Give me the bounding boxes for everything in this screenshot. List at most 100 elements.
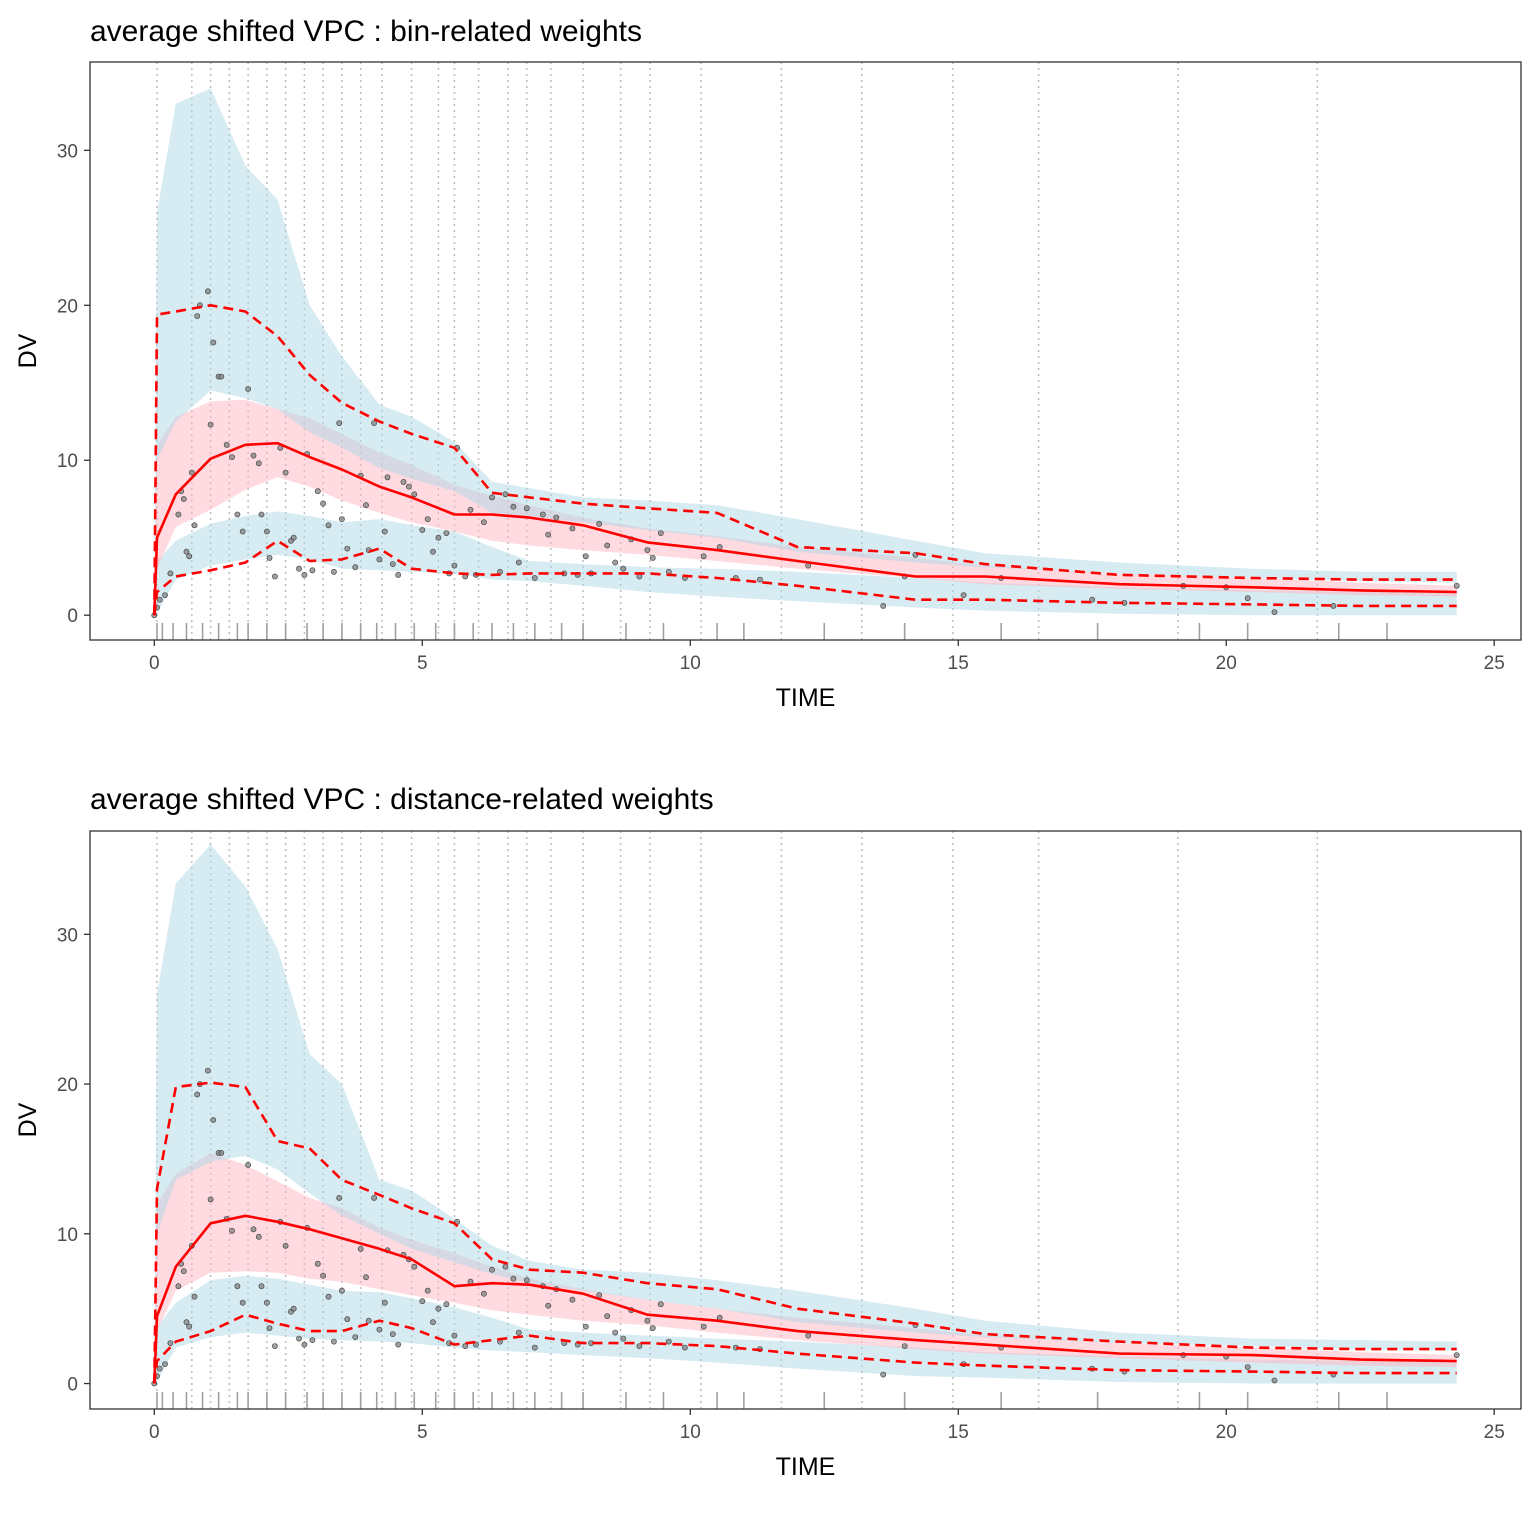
chart-title: average shifted VPC : distance-related w… xyxy=(90,783,714,816)
observed-point xyxy=(344,545,351,552)
observed-point xyxy=(191,1293,198,1300)
panel-distance-related-weights: 0 5 10 15 20 25 0 10 20 30 average shifted VPC : d… xyxy=(14,783,1522,1481)
observed-point xyxy=(338,1287,345,1294)
observed-point xyxy=(1271,1377,1278,1384)
observed-point xyxy=(604,542,611,549)
observed-point xyxy=(258,511,265,518)
observed-point xyxy=(363,1274,369,1281)
observed-point xyxy=(229,1227,235,1234)
observed-point xyxy=(515,559,522,566)
x-tick-label: 20 xyxy=(1216,653,1237,674)
observed-point xyxy=(180,496,187,502)
observed-point xyxy=(700,1323,707,1330)
observed-point xyxy=(336,420,343,426)
observed-point xyxy=(620,1335,627,1342)
pi-p95-band-area xyxy=(154,88,1457,616)
observed-point xyxy=(424,1287,431,1294)
observed-point xyxy=(405,483,412,490)
observed-point xyxy=(162,1361,168,1367)
pi-p05-band-area xyxy=(154,511,1457,616)
observed-point xyxy=(480,519,487,526)
observed-point xyxy=(282,469,289,476)
observed-point xyxy=(210,339,217,346)
observed-point xyxy=(1453,582,1460,589)
observed-point xyxy=(553,514,560,521)
observed-median-line xyxy=(153,1214,1457,1384)
observed-point xyxy=(384,474,391,481)
observed-point xyxy=(389,561,396,567)
observed-point xyxy=(156,596,163,603)
observed-point xyxy=(582,553,589,560)
observed-point xyxy=(489,1266,495,1273)
observed-point xyxy=(183,548,190,555)
x-tick-label: 5 xyxy=(417,653,428,674)
observed-point xyxy=(510,1275,517,1282)
observed-point xyxy=(162,592,168,598)
y-axis-title: DV xyxy=(14,1102,42,1137)
observed-p95-line xyxy=(153,1081,1457,1384)
observed-point xyxy=(657,1301,664,1308)
observed-point xyxy=(682,1344,688,1351)
observed-point xyxy=(180,1268,187,1275)
observed-point xyxy=(156,1365,163,1372)
observed-point xyxy=(314,1260,321,1267)
x-tick-label: 0 xyxy=(149,653,160,674)
observed-point xyxy=(363,502,369,509)
observed-p05-line xyxy=(153,539,1457,616)
observed-point xyxy=(290,1305,297,1312)
plot-border xyxy=(89,830,1522,1410)
observed-point xyxy=(320,1272,326,1279)
observed-point xyxy=(540,511,546,518)
observed-point xyxy=(325,1293,332,1300)
observed-point xyxy=(301,572,308,578)
observed-point xyxy=(462,1343,469,1349)
observed-point xyxy=(612,1329,619,1336)
observed-point xyxy=(443,530,450,536)
y-axis-title: DV xyxy=(14,333,42,368)
observed-point xyxy=(880,1371,887,1378)
observed-point xyxy=(167,570,174,577)
observed-point xyxy=(330,1338,337,1345)
observed-point xyxy=(365,1317,372,1324)
observed-point xyxy=(266,555,273,561)
observed-point xyxy=(239,1299,246,1306)
observed-point xyxy=(596,520,603,527)
observed-point xyxy=(250,1226,257,1233)
observed-point xyxy=(657,530,664,536)
observed-point xyxy=(183,1319,190,1326)
observed-point xyxy=(188,469,195,476)
observed-point xyxy=(223,441,230,448)
observed-point xyxy=(376,1326,383,1333)
observed-p95-line xyxy=(153,304,1457,616)
observed-point xyxy=(175,511,182,518)
observed-point xyxy=(582,1323,589,1330)
observed-point xyxy=(204,288,211,295)
observed-point xyxy=(330,568,337,575)
pi-p05-band-area xyxy=(154,1275,1457,1384)
observed-point xyxy=(263,1299,270,1306)
x-tick-label: 20 xyxy=(1216,1422,1237,1443)
observed-point xyxy=(371,1195,377,1201)
observed-point xyxy=(381,528,388,535)
observed-point xyxy=(255,1233,262,1240)
observed-point xyxy=(424,516,431,522)
x-tick-label: 15 xyxy=(948,1422,969,1443)
observed-point xyxy=(523,505,530,512)
observed-point xyxy=(301,1341,308,1348)
observed-point xyxy=(210,1117,217,1123)
observed-point xyxy=(515,1329,522,1336)
y-tick-label: 10 xyxy=(57,1225,78,1246)
observed-point xyxy=(389,1331,396,1337)
observed-point xyxy=(901,1343,908,1349)
y-tick-label: 0 xyxy=(67,606,78,627)
observed-point xyxy=(245,386,251,392)
observed-point xyxy=(1330,603,1337,609)
x-axis-title: TIME xyxy=(776,1453,836,1481)
observed-point xyxy=(207,421,214,428)
plot-border xyxy=(89,61,1522,641)
observed-point xyxy=(430,1319,436,1326)
observed-point xyxy=(451,562,458,569)
observed-point xyxy=(700,553,707,560)
observed-point xyxy=(545,531,552,538)
observed-point xyxy=(395,572,402,578)
